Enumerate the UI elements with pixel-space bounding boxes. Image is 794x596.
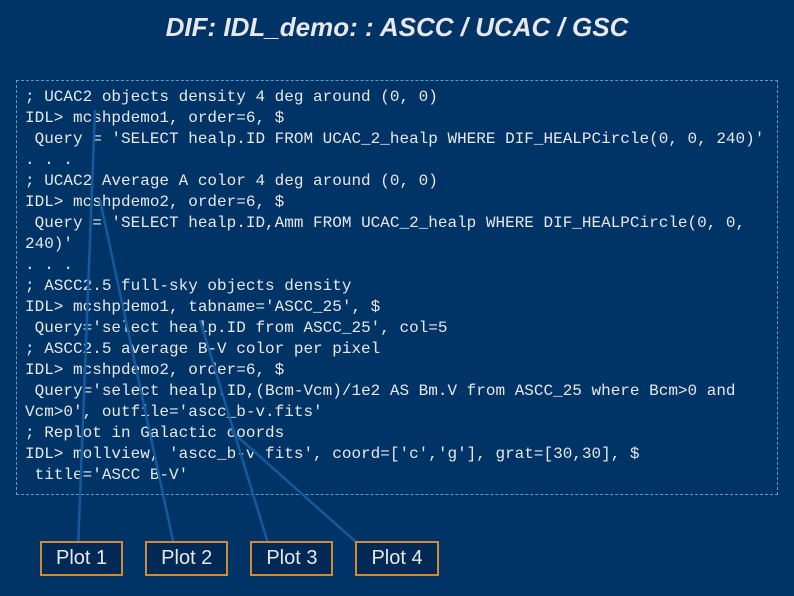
code-line: ; ASCC2.5 average B-V color per pixel: [25, 340, 380, 358]
code-line: IDL> mcshpdemo2, order=6, $: [25, 361, 284, 379]
code-line: . . .: [25, 256, 73, 274]
plot-1-button[interactable]: Plot 1: [40, 541, 123, 576]
code-line: ; UCAC2 objects density 4 deg around (0,…: [25, 88, 438, 106]
code-line: IDL> mcshpdemo1, tabname='ASCC_25', $: [25, 298, 380, 316]
code-line: IDL> mcshpdemo1, order=6, $: [25, 109, 284, 127]
page-title: DIF: IDL_demo: : ASCC / UCAC / GSC: [0, 12, 794, 43]
code-block: ; UCAC2 objects density 4 deg around (0,…: [16, 80, 778, 495]
code-line: ; ASCC2.5 full-sky objects density: [25, 277, 351, 295]
plot-buttons-row: Plot 1 Plot 2 Plot 3 Plot 4: [40, 541, 439, 576]
code-line: title='ASCC B-V': [25, 466, 188, 484]
code-line: Query='select healp.ID,(Bcm-Vcm)/1e2 AS …: [25, 382, 745, 421]
code-line: Query='select healp.ID from ASCC_25', co…: [25, 319, 447, 337]
code-line: ; Replot in Galactic coords: [25, 424, 284, 442]
code-line: ; UCAC2 Average A color 4 deg around (0,…: [25, 172, 438, 190]
code-line: IDL> mollview, 'ascc_b-v.fits', coord=['…: [25, 445, 640, 463]
plot-3-button[interactable]: Plot 3: [250, 541, 333, 576]
code-line: IDL> mcshpdemo2, order=6, $: [25, 193, 284, 211]
code-line: Query = 'SELECT healp.ID,Amm FROM UCAC_2…: [25, 214, 755, 253]
code-line: Query = 'SELECT healp.ID FROM UCAC_2_hea…: [25, 130, 764, 148]
code-line: . . .: [25, 151, 73, 169]
plot-4-button[interactable]: Plot 4: [355, 541, 438, 576]
plot-2-button[interactable]: Plot 2: [145, 541, 228, 576]
